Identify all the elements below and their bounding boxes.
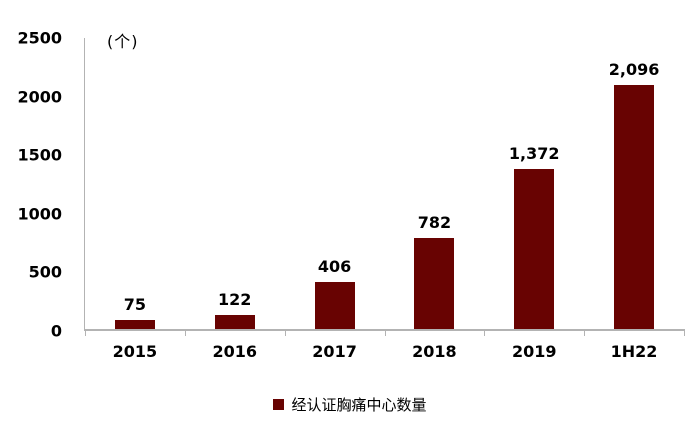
x-axis-label: 2018 xyxy=(412,342,457,361)
bar-column: 2,096 1H22 xyxy=(584,38,684,361)
bar xyxy=(414,237,455,329)
x-axis-label: 2017 xyxy=(312,342,357,361)
x-axis-tick xyxy=(284,329,286,336)
y-axis-unit-label: (个) xyxy=(107,32,139,51)
legend: 经认证胸痛中心数量 xyxy=(0,394,700,415)
y-tick-label: 2500 xyxy=(17,28,62,48)
x-axis-tick xyxy=(684,329,685,336)
bar-column: 122 2016 xyxy=(185,38,285,361)
bar-column: 75 2015 xyxy=(85,38,185,361)
x-axis-label: 2015 xyxy=(112,342,158,361)
bar xyxy=(514,169,555,329)
y-axis: 0 500 1000 1500 2000 2500 xyxy=(0,29,62,341)
x-axis-label: 2016 xyxy=(212,342,257,361)
x-axis-tick xyxy=(85,329,86,336)
y-tick-label: 1000 xyxy=(17,204,62,224)
bar-value-label: 122 xyxy=(218,289,252,309)
x-axis-tick xyxy=(584,329,586,336)
bar-value-label: 2,096 xyxy=(608,60,660,80)
bar-column: 1,372 2019 xyxy=(484,38,584,361)
legend-marker-icon xyxy=(273,399,285,410)
y-tick-label: 0 xyxy=(50,321,62,341)
y-tick-label: 1500 xyxy=(17,145,62,165)
bar-value-label: 782 xyxy=(417,212,452,232)
x-axis-label: 1H22 xyxy=(610,342,658,361)
bar xyxy=(214,314,255,329)
y-tick-label: 2000 xyxy=(17,87,62,107)
bar-value-label: 75 xyxy=(123,295,147,315)
bar xyxy=(614,85,654,329)
x-axis-label: 2019 xyxy=(511,342,557,361)
bar xyxy=(114,320,155,329)
bar-value-label: 406 xyxy=(317,256,352,276)
x-axis-tick xyxy=(184,329,186,336)
legend-label: 经认证胸痛中心数量 xyxy=(291,396,427,414)
bar-column: 406 2017 xyxy=(285,38,385,361)
bar-value-label: 1,372 xyxy=(508,144,560,164)
plot-area: (个) 75 2015 122 2016 406 2017 782 2018 1,372 2019… xyxy=(84,32,685,361)
bar-column: 782 2018 xyxy=(384,38,484,361)
bar xyxy=(314,281,355,329)
x-axis-tick xyxy=(384,329,386,336)
y-tick-label: 500 xyxy=(28,262,62,282)
x-axis-tick xyxy=(484,329,486,336)
